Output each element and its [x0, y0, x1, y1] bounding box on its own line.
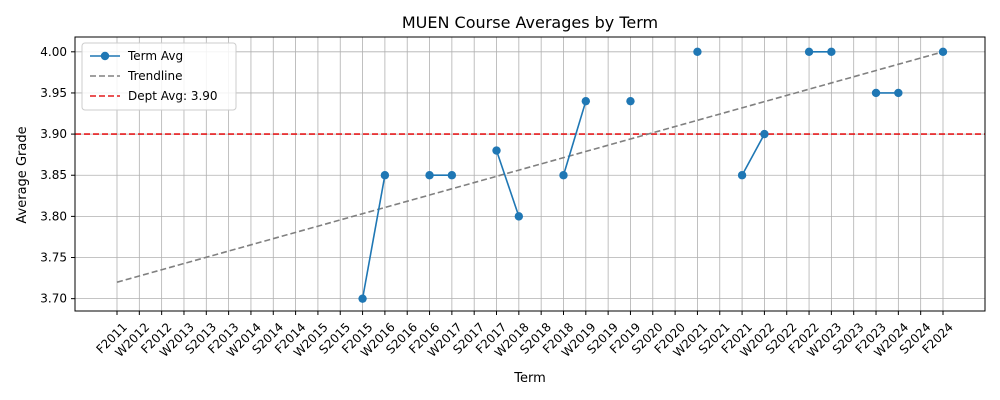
- data-point: [447, 171, 457, 180]
- y-tick-label: 3.80: [40, 209, 67, 223]
- data-point: [492, 146, 501, 155]
- data-point: [514, 212, 524, 221]
- y-tick-label: 3.70: [40, 292, 67, 306]
- trendline: [116, 51, 944, 283]
- data-point: [760, 129, 769, 139]
- data-point: [894, 88, 903, 98]
- legend-label: Term Avg: [127, 49, 183, 63]
- data-point: [380, 171, 390, 180]
- chart-title: MUEN Course Averages by Term: [402, 13, 658, 32]
- data-point: [737, 171, 747, 180]
- data-point: [827, 47, 836, 57]
- data-point: [581, 96, 591, 106]
- plot-frame: [74, 36, 986, 312]
- legend-label: Dept Avg: 3.90: [128, 89, 218, 103]
- data-point: [626, 96, 635, 106]
- series-segment: [495, 150, 520, 217]
- y-axis-ticks: 3.70 3.75 3.80 3.85 3.90 3.95 4.00: [40, 45, 75, 306]
- data-point: [871, 88, 881, 98]
- trendline-path: [116, 51, 944, 283]
- legend-marker: [100, 51, 110, 61]
- y-tick-label: 3.75: [40, 251, 67, 265]
- data-point: [693, 47, 702, 57]
- legend: Term Avg Trendline Dept Avg: 3.90: [81, 42, 237, 111]
- x-axis-label: Term: [513, 371, 546, 386]
- legend-label: Trendline: [127, 69, 183, 83]
- series-segment: [361, 175, 386, 299]
- y-tick-label: 3.95: [40, 86, 67, 100]
- term-average-series: [358, 47, 948, 303]
- y-tick-label: 3.90: [40, 127, 67, 141]
- legend-box: [81, 42, 237, 111]
- data-point: [804, 47, 814, 57]
- y-tick-label: 3.85: [40, 168, 67, 182]
- y-tick-label: 4.00: [40, 45, 67, 59]
- data-point: [559, 171, 568, 180]
- data-point: [358, 294, 367, 303]
- series-segment: [741, 133, 766, 176]
- series-segment: [562, 100, 587, 176]
- y-axis-label: Average Grade: [15, 126, 30, 223]
- data-point: [425, 171, 434, 180]
- data-point: [938, 47, 948, 57]
